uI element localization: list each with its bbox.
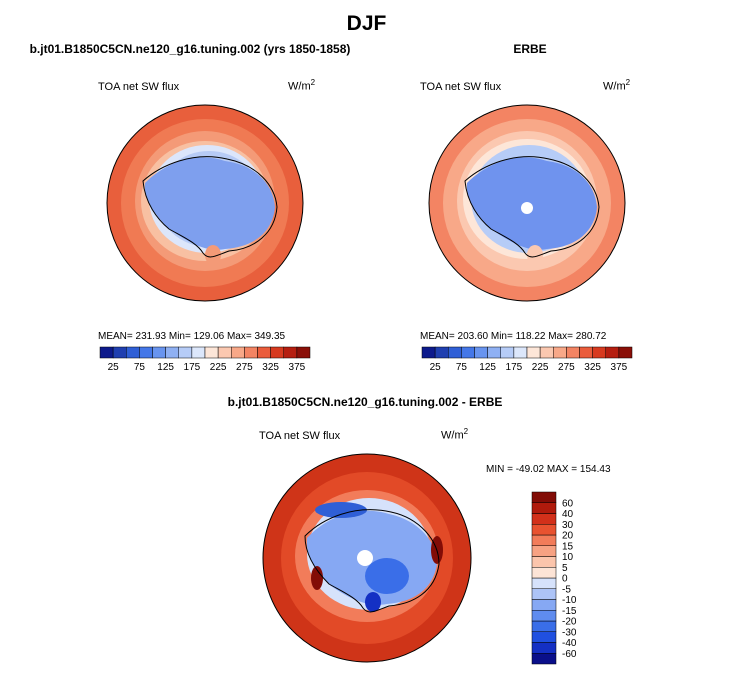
colorbar-swatch bbox=[487, 346, 501, 359]
colorbar-model: 25 75 125 175 225 275 325 375 bbox=[99, 346, 311, 373]
colorbar-swatch bbox=[531, 545, 557, 557]
colorbar-swatch bbox=[531, 556, 557, 568]
colorbar-tick-label: -40 bbox=[562, 638, 577, 649]
panel-title-obs: ERBE bbox=[513, 42, 547, 56]
colorbar-swatch bbox=[531, 610, 557, 622]
colorbar-tick-label: 375 bbox=[611, 362, 628, 373]
colorbar-swatch bbox=[257, 346, 271, 359]
units-label-diff: W/m2 bbox=[441, 427, 469, 442]
colorbar-tick-label: -20 bbox=[562, 617, 577, 628]
colorbar-swatch bbox=[500, 346, 515, 359]
colorbar-swatch bbox=[112, 346, 127, 359]
colorbar-swatch bbox=[191, 346, 206, 359]
units-label-model: W/m2 bbox=[288, 78, 316, 93]
colorbar-swatch bbox=[531, 513, 557, 525]
polar-map-obs bbox=[428, 104, 626, 302]
colorbar-swatch bbox=[270, 346, 284, 359]
colorbar-tick-label: 15 bbox=[562, 541, 574, 552]
colorbar-swatch bbox=[531, 534, 557, 546]
colorbar-swatch bbox=[474, 346, 488, 359]
colorbar-tick-label: 75 bbox=[456, 362, 468, 373]
colorbar-swatch bbox=[592, 346, 606, 359]
colorbar-swatch bbox=[531, 620, 557, 632]
colorbar-swatch bbox=[531, 502, 557, 514]
colorbar-tick-label: 275 bbox=[236, 362, 253, 373]
colorbar-swatch bbox=[526, 346, 541, 359]
stats-diff: MIN = -49.02 MAX = 154.43 bbox=[486, 464, 611, 475]
colorbar-swatch bbox=[421, 346, 436, 359]
colorbar-tick-label: 40 bbox=[562, 509, 574, 520]
colorbar-tick-label: 225 bbox=[210, 362, 227, 373]
variable-label-model: TOA net SW flux bbox=[98, 81, 180, 93]
colorbar-swatch bbox=[513, 346, 528, 359]
colorbar-tick-label: 0 bbox=[562, 574, 568, 585]
colorbar-swatch bbox=[126, 346, 140, 359]
colorbar-swatch bbox=[531, 653, 557, 665]
colorbar-swatch bbox=[539, 346, 554, 359]
colorbar-tick-label: 25 bbox=[108, 362, 120, 373]
colorbar-swatch bbox=[531, 599, 557, 611]
colorbar-tick-label: 75 bbox=[134, 362, 146, 373]
stats-obs: MEAN= 203.60 Min= 118.22 Max= 280.72 bbox=[420, 331, 607, 342]
colorbar-swatch bbox=[531, 577, 557, 589]
colorbar-tick-label: 10 bbox=[562, 552, 574, 563]
colorbar-swatch bbox=[139, 346, 153, 359]
colorbar-tick-label: 175 bbox=[184, 362, 201, 373]
colorbar-swatch bbox=[217, 346, 232, 359]
colorbar-swatch bbox=[531, 642, 557, 654]
colorbar-swatch bbox=[231, 346, 245, 359]
colorbar-tick-label: 175 bbox=[506, 362, 523, 373]
colorbar-swatch bbox=[204, 346, 219, 359]
colorbar-tick-label: 225 bbox=[532, 362, 549, 373]
colorbar-swatch bbox=[566, 346, 580, 359]
colorbar-tick-label: 25 bbox=[430, 362, 442, 373]
colorbar-tick-label: 60 bbox=[562, 498, 574, 509]
colorbar-tick-label: 375 bbox=[289, 362, 306, 373]
panel-title-model: b.jt01.B1850C5CN.ne120_g16.tuning.002 (y… bbox=[29, 42, 351, 56]
stats-model: MEAN= 231.93 Min= 129.06 Max= 349.35 bbox=[98, 331, 286, 342]
colorbar-swatch bbox=[283, 346, 298, 359]
colorbar-swatch bbox=[461, 346, 475, 359]
units-label-obs: W/m2 bbox=[603, 78, 631, 93]
colorbar-swatch bbox=[553, 346, 567, 359]
colorbar-tick-label: -15 bbox=[562, 606, 577, 617]
colorbar-swatch bbox=[296, 346, 311, 359]
colorbar-swatch bbox=[618, 346, 633, 359]
colorbar-tick-label: -10 bbox=[562, 595, 577, 606]
panel-title-diff: b.jt01.B1850C5CN.ne120_g16.tuning.002 - … bbox=[227, 395, 503, 409]
colorbar-tick-label: 30 bbox=[562, 520, 574, 531]
colorbar-swatch bbox=[434, 346, 449, 359]
colorbar-swatch bbox=[99, 346, 114, 359]
colorbar-tick-label: 125 bbox=[479, 362, 496, 373]
colorbar-swatch bbox=[165, 346, 179, 359]
colorbar-tick-label: 20 bbox=[562, 531, 574, 542]
colorbar-swatch bbox=[579, 346, 593, 359]
colorbar-swatch bbox=[531, 588, 557, 600]
colorbar-tick-label: -5 bbox=[562, 584, 571, 595]
variable-label-diff: TOA net SW flux bbox=[259, 430, 341, 442]
colorbar-swatch bbox=[531, 567, 557, 579]
colorbar-tick-label: -60 bbox=[562, 649, 577, 660]
polar-map-model bbox=[106, 104, 304, 302]
colorbar-swatch bbox=[605, 346, 620, 359]
colorbar-tick-label: 5 bbox=[562, 563, 568, 574]
colorbar-swatch bbox=[531, 524, 557, 536]
colorbar-tick-label: 325 bbox=[262, 362, 279, 373]
polar-map-diff bbox=[262, 453, 472, 663]
colorbar-tick-label: 325 bbox=[584, 362, 601, 373]
colorbar-swatch bbox=[244, 346, 258, 359]
colorbar-tick-label: -30 bbox=[562, 627, 577, 638]
colorbar-swatch bbox=[152, 346, 166, 359]
colorbar-swatch bbox=[178, 346, 193, 359]
colorbar-swatch bbox=[448, 346, 462, 359]
colorbar-obs: 25 75 125 175 225 275 325 375 bbox=[421, 346, 633, 373]
colorbar-swatch bbox=[531, 491, 557, 503]
colorbar-tick-label: 275 bbox=[558, 362, 575, 373]
colorbar-swatch bbox=[531, 631, 557, 643]
colorbar-tick-label: 125 bbox=[157, 362, 174, 373]
variable-label-obs: TOA net SW flux bbox=[420, 81, 502, 93]
figure-title: DJF bbox=[346, 12, 387, 35]
